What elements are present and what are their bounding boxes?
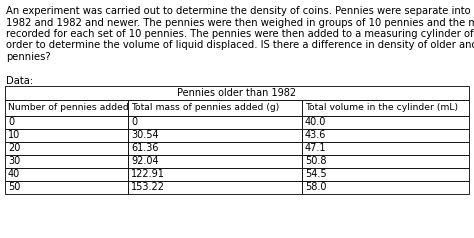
Text: 58.0: 58.0 <box>305 182 327 192</box>
Bar <box>5 154 128 168</box>
Bar <box>128 168 302 180</box>
Bar <box>5 99 128 115</box>
Text: 153.22: 153.22 <box>131 182 165 192</box>
Bar <box>5 180 128 193</box>
Text: 30.54: 30.54 <box>131 130 159 140</box>
Text: 0: 0 <box>8 117 14 127</box>
Bar <box>128 115 302 129</box>
Text: 43.6: 43.6 <box>305 130 326 140</box>
Text: 54.5: 54.5 <box>305 169 327 179</box>
Text: order to determine the volume of liquid displaced. IS there a difference in dens: order to determine the volume of liquid … <box>6 40 474 50</box>
Bar <box>302 129 469 142</box>
Text: Data:: Data: <box>6 75 33 85</box>
Text: Total volume in the cylinder (mL): Total volume in the cylinder (mL) <box>305 103 458 112</box>
Text: 61.36: 61.36 <box>131 143 158 153</box>
Text: 20: 20 <box>8 143 20 153</box>
Bar <box>5 85 469 99</box>
Text: Number of pennies added: Number of pennies added <box>8 103 129 112</box>
Bar <box>128 142 302 154</box>
Text: 40: 40 <box>8 169 20 179</box>
Text: 92.04: 92.04 <box>131 156 159 166</box>
Bar <box>302 142 469 154</box>
Text: pennies?: pennies? <box>6 52 51 62</box>
Text: 30: 30 <box>8 156 20 166</box>
Text: 40.0: 40.0 <box>305 117 326 127</box>
Bar <box>128 129 302 142</box>
Text: Pennies older than 1982: Pennies older than 1982 <box>177 88 297 98</box>
Text: 0: 0 <box>131 117 137 127</box>
Text: 1982 and 1982 and newer. The pennies were then weighed in groups of 10 pennies a: 1982 and 1982 and newer. The pennies wer… <box>6 18 474 28</box>
Bar <box>128 180 302 193</box>
Bar <box>302 180 469 193</box>
Text: 10: 10 <box>8 130 20 140</box>
Bar <box>302 115 469 129</box>
Bar <box>5 129 128 142</box>
Bar <box>5 142 128 154</box>
Bar <box>5 168 128 180</box>
Text: 122.91: 122.91 <box>131 169 165 179</box>
Bar <box>302 99 469 115</box>
Bar <box>5 115 128 129</box>
Bar <box>128 154 302 168</box>
Text: 47.1: 47.1 <box>305 143 327 153</box>
Text: recorded for each set of 10 pennies. The pennies were then added to a measuring : recorded for each set of 10 pennies. The… <box>6 29 474 39</box>
Text: 50: 50 <box>8 182 20 192</box>
Text: An experiment was carried out to determine the density of coins. Pennies were se: An experiment was carried out to determi… <box>6 6 474 16</box>
Text: Total mass of pennies added (g): Total mass of pennies added (g) <box>131 103 279 112</box>
Bar <box>128 99 302 115</box>
Text: 50.8: 50.8 <box>305 156 327 166</box>
Bar <box>302 168 469 180</box>
Bar <box>302 154 469 168</box>
